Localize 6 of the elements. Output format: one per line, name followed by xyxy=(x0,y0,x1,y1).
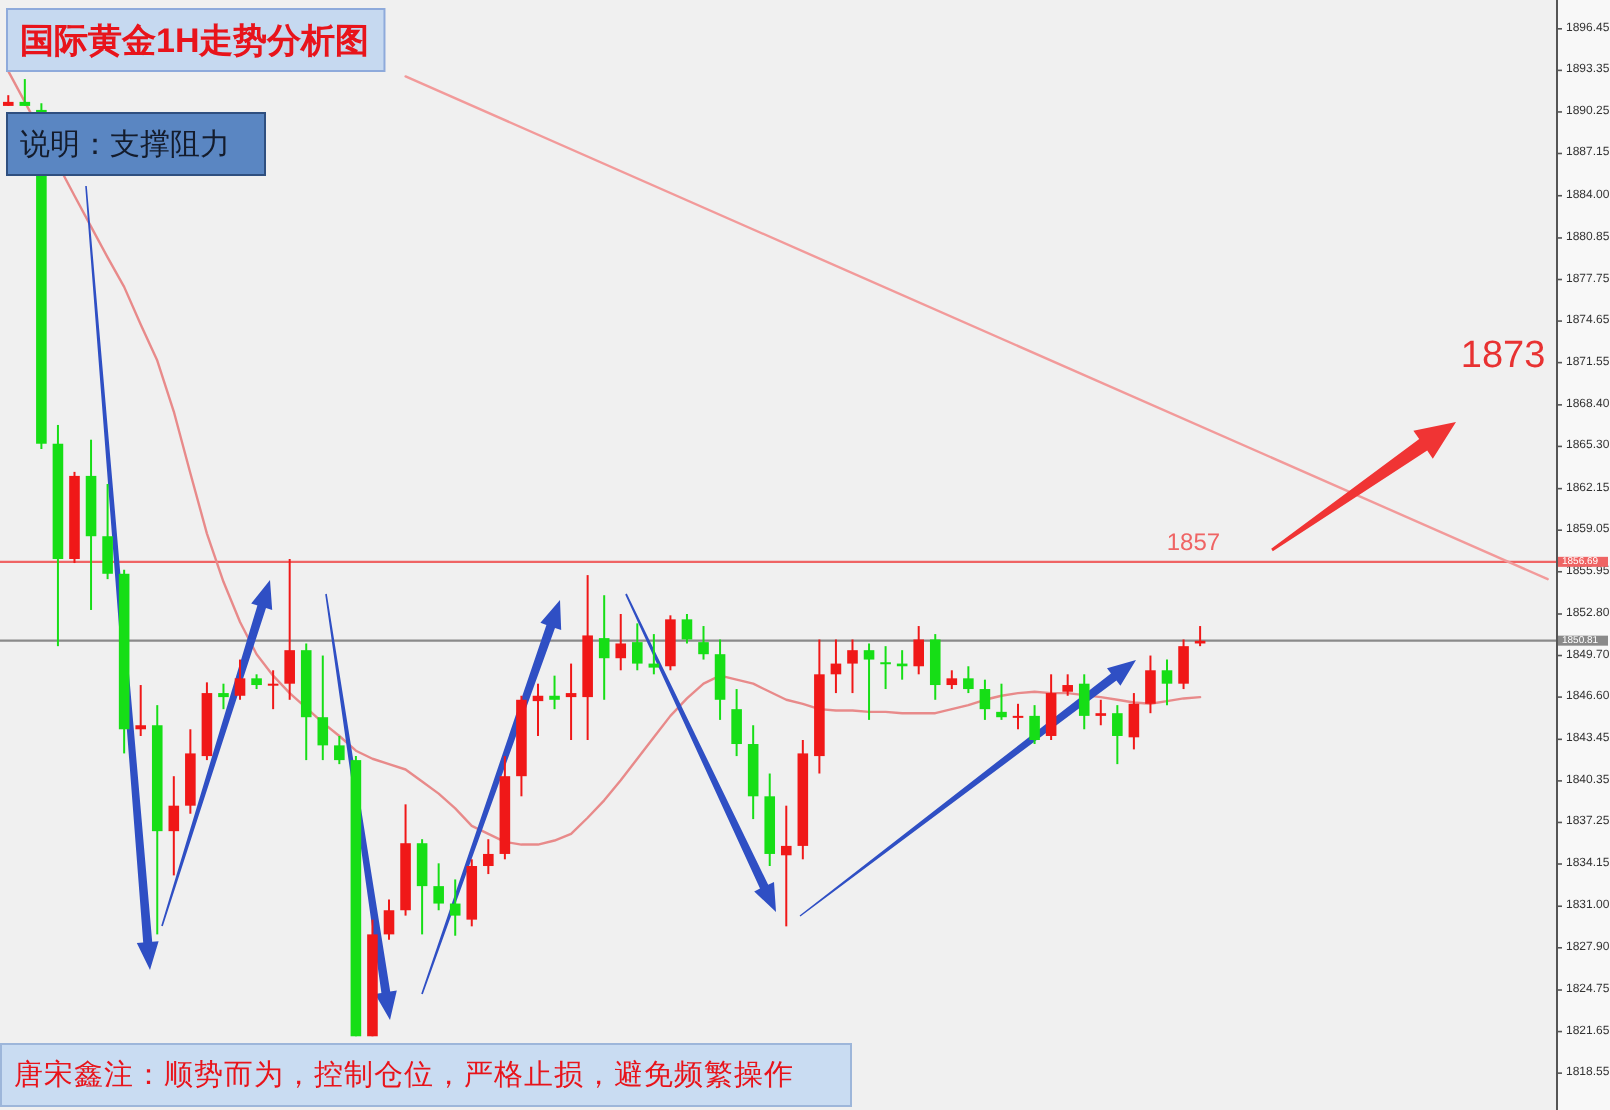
annotation: 1873 xyxy=(1460,335,1546,377)
note: 唐宋鑫注：顺势而为，控制仓位，严格止损，避免频繁操作 xyxy=(0,1043,852,1107)
annotation: 唐宋鑫注：顺势而为，控制仓位，严格止损，避免频繁操作 xyxy=(14,1058,794,1092)
title: 国际黄金1H走势分析图 xyxy=(6,8,386,72)
ref-line-label: 1857 xyxy=(1166,527,1221,556)
subtitle: 说明：支撑阻力 xyxy=(6,112,266,176)
